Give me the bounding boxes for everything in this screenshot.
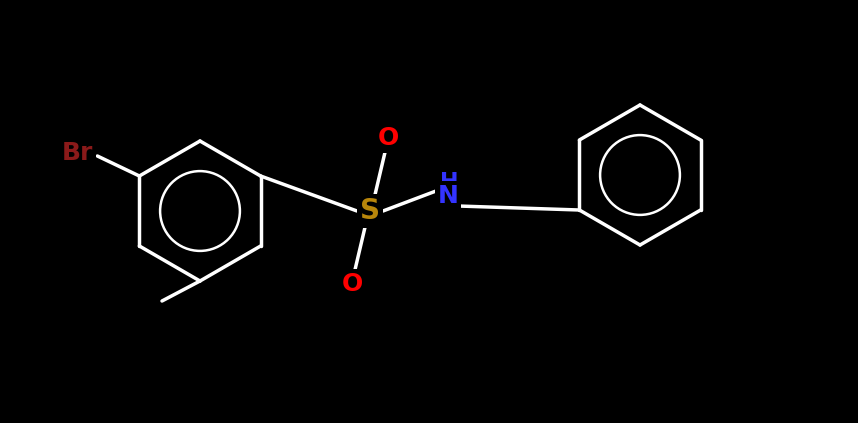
Text: H: H — [440, 172, 458, 192]
Text: S: S — [360, 197, 380, 225]
Text: O: O — [341, 272, 363, 296]
Text: O: O — [378, 126, 399, 150]
Text: N: N — [438, 184, 458, 208]
Text: Br: Br — [62, 141, 93, 165]
